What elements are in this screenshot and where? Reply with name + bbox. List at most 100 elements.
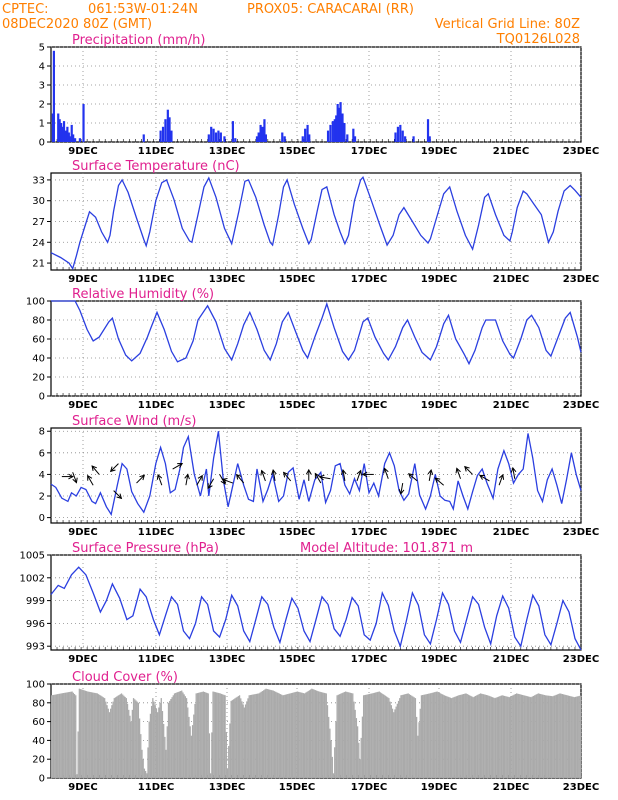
cloud-bar	[308, 690, 311, 778]
cloud-bar	[195, 693, 197, 778]
cloud-bar	[225, 731, 227, 778]
precip-bar	[283, 136, 286, 142]
cloud-bar	[272, 690, 274, 778]
precip-bar	[394, 132, 397, 142]
cloud-bar	[559, 693, 561, 778]
precip-bar	[217, 130, 220, 142]
wind-arrow	[318, 474, 331, 481]
cloud-bar	[159, 702, 161, 778]
y-tick-label: 80	[32, 698, 45, 709]
x-tick-label: 21DEC	[493, 782, 529, 793]
wind-arrow-head	[72, 477, 78, 484]
cloud-bar	[57, 694, 59, 778]
wind-arrow-head	[498, 473, 505, 480]
wind-arrow-head	[434, 477, 441, 483]
cloud-bar	[95, 693, 97, 778]
wind-arrow-head	[479, 474, 485, 480]
cloud-bar	[250, 694, 253, 778]
y-tick-label: 2	[39, 492, 45, 503]
cloud-bar	[265, 688, 267, 778]
cloud-bar	[407, 693, 409, 778]
cloud-bar	[107, 708, 109, 778]
cloud-bar	[210, 773, 212, 778]
wind-arrow-shaft	[428, 469, 432, 481]
wind-arrow	[196, 474, 203, 486]
cloud-bar	[349, 692, 352, 778]
cloud-bar	[487, 695, 489, 778]
cloud-bar	[505, 696, 507, 778]
cloud-bar	[415, 716, 418, 778]
cloud-bar	[377, 691, 379, 778]
wind-arrow	[72, 472, 78, 484]
x-tick-label: 13DEC	[209, 654, 245, 665]
cloud-bar	[111, 705, 113, 778]
panel-0: 0 1 2 3 4 5 9DEC 11DEC 13DEC 15DEC 17DEC 19DEC 21DEC…	[39, 33, 600, 157]
precip-bar	[62, 121, 66, 142]
x-tick-label: 15DEC	[279, 400, 315, 411]
cloud-bar	[69, 691, 71, 778]
y-tick-label: 0	[39, 138, 45, 149]
wind-arrow	[427, 469, 434, 481]
cloud-bar	[375, 692, 377, 778]
cloud-bar	[383, 694, 385, 778]
x-tick-label: 23DEC	[563, 274, 599, 285]
cloud-bar	[352, 693, 354, 778]
wind-arrow	[113, 490, 123, 500]
cloud-bar	[263, 690, 265, 778]
cloud-bar	[565, 694, 567, 778]
cloud-bar	[478, 694, 480, 778]
precip-bar	[72, 134, 75, 142]
x-tick-label: 11DEC	[138, 274, 174, 285]
cloud-bar	[489, 696, 491, 778]
cloud-bar	[528, 696, 530, 778]
cloud-bar	[169, 700, 171, 778]
cloud-bar	[366, 694, 368, 778]
x-tick-label: 23DEC	[563, 400, 599, 411]
header-grid-note: Vertical Grid Line: 80Z	[435, 17, 580, 32]
cloud-bar	[382, 693, 384, 778]
cloud-bar	[479, 693, 482, 778]
cloud-bar	[350, 693, 353, 778]
precip-bar	[306, 124, 309, 142]
cloud-bar	[296, 691, 299, 778]
wind-arrow-head	[361, 471, 368, 478]
cloud-bar	[64, 692, 66, 778]
cloud-bar	[508, 697, 511, 778]
cloud-bar	[142, 759, 144, 778]
precip-bar	[142, 134, 145, 142]
x-tick-label: 11DEC	[138, 146, 174, 157]
cloud-bar	[512, 695, 514, 778]
wind-arrow-shaft	[464, 466, 473, 475]
cloud-bar	[318, 691, 320, 778]
cloud-bar	[316, 690, 318, 778]
cloud-bar	[509, 696, 512, 778]
cloud-bar	[259, 692, 261, 778]
y-tick-label: 999	[26, 596, 45, 607]
precip-bar	[255, 136, 259, 142]
cloud-bar	[123, 695, 125, 778]
cloud-bar	[346, 691, 348, 778]
wind-arrow-head	[455, 467, 461, 474]
wind-arrow-head	[383, 467, 389, 474]
precip-bar	[60, 123, 63, 142]
cloud-bar	[537, 693, 539, 778]
cloud-bar	[336, 695, 338, 778]
cloud-bar	[520, 694, 523, 778]
cloud-bar	[283, 694, 285, 778]
cloud-bar	[485, 694, 488, 778]
cloud-bar	[220, 693, 223, 778]
cloud-bar	[536, 694, 538, 778]
cloud-bar	[205, 692, 207, 778]
wind-arrow-head	[427, 469, 434, 475]
cloud-bar	[525, 695, 527, 778]
panel-1: 21 24 27 30 33 9DEC 11DEC 13DEC 15DEC 17DEC 19DEC 2…	[32, 159, 599, 285]
cloud-bar	[284, 694, 286, 778]
cloud-bar	[177, 691, 179, 778]
cloud-bar	[361, 716, 364, 778]
wind-arrow-shaft	[342, 469, 346, 481]
cloud-bar	[254, 694, 256, 778]
cloud-bar	[65, 692, 67, 778]
wind-arrow-shaft	[136, 474, 145, 484]
panel-4: 993 996 999 1002 1005 9DEC 11DEC 13DEC 15DEC 17DE…	[20, 541, 600, 665]
precip-bar	[57, 113, 60, 142]
